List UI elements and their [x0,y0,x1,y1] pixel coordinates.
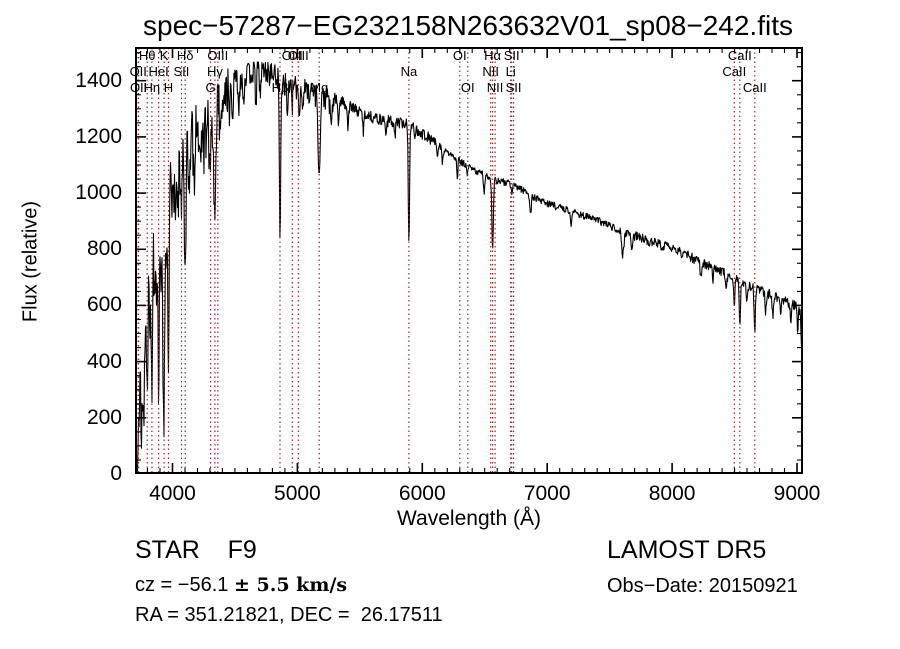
spectral-line-label: OI [460,80,475,95]
spectral-line-label: Hα [484,48,502,63]
spectral-line-label: CaII [742,80,767,95]
spectral-line-label: Hγ [206,64,223,79]
spectral-line-label: OI [452,48,467,63]
spectral-line-label: HeI [148,64,169,79]
spectral-line-label: G [205,80,216,95]
radial-velocity-text: cz = −56.1 ± 5.5 km/s [135,574,347,597]
y-tick-label: 200 [86,405,122,429]
cz-uncertainty: ± 5.5 km/s [233,574,348,596]
spectral-line-label: OIII [287,48,309,63]
spectral-line-label: CaII [722,64,747,79]
spectral-line-label: OIII [207,48,229,63]
spectral-line-label: Na [400,64,418,79]
spectral-line-label: Mg [310,80,329,95]
spectrum-trace [135,61,803,472]
spectral-line-label: Hη [143,80,161,95]
spectral-line-label: Hδ [176,48,194,63]
spectral-line-label: Li [505,64,516,79]
spectral-line-label: SII [505,80,522,95]
spectral-line-label: Hβ [271,80,289,95]
spectral-line-label: NII [486,80,504,95]
spectral-line-label: SII [503,48,520,63]
plot-frame [135,47,803,474]
spectral-line-label: SII [173,64,190,79]
y-tick-label: 1000 [75,181,122,205]
survey-release-text: LAMOST DR5 [607,536,767,564]
x-tick-label: 7000 [523,482,571,505]
plot-title: spec−57287−EG232158N263632V01_sp08−242.f… [143,10,793,41]
cz-value: cz = −56.1 [135,574,234,596]
x-tick-label: 8000 [648,482,696,505]
coordinates-text: RA = 351.21821, DEC = 26.17511 [135,604,443,626]
spectrum-plot: OII OII Hθ Hη HeI K H SII Hδ G Hγ OIII Hβ OIII OIII Mg N… [130,47,803,474]
y-tick-label: 800 [86,237,122,261]
obs-date-text: Obs−Date: 20150921 [607,575,798,597]
spectral-line-label: K [159,48,169,63]
spectral-line-label: Hθ [138,48,156,63]
spectral-line-label: NII [482,64,500,79]
y-tick-label: 400 [86,349,122,373]
x-tick-label: 9000 [773,482,821,505]
x-tick-label: 6000 [398,482,446,505]
y-tick-label: 0 [110,462,122,485]
spectrum-canvas [135,47,803,474]
spectral-line-label: H [163,80,174,95]
spectral-line-label: OIII [281,48,303,63]
spectral-line-label: OII [129,80,148,95]
x-tick-label: 4000 [149,482,196,505]
y-tick-label: 1400 [75,68,122,92]
x-axis-label: Wavelength (Å) [397,507,541,530]
x-tick-label: 5000 [274,482,321,505]
y-tick-label: 1200 [75,124,122,148]
object-class-text: STAR F9 [135,536,257,564]
y-tick-label: 600 [86,293,122,317]
spectral-line-label: CaII [727,48,752,63]
spectral-line-label: OII [129,64,147,79]
